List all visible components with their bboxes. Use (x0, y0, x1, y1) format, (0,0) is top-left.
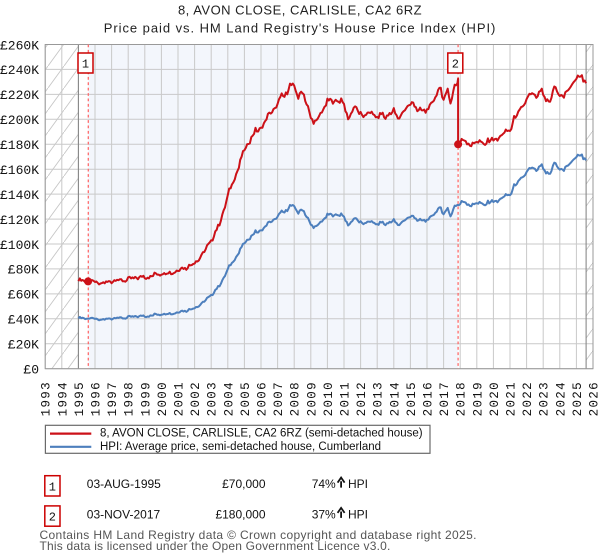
svg-text:2: 2 (452, 58, 459, 72)
svg-text:2021: 2021 (505, 381, 519, 416)
svg-text:£260K: £260K (0, 38, 39, 53)
svg-text:1: 1 (82, 58, 89, 72)
svg-text:8, AVON CLOSE, CARLISLE, CA2 6: 8, AVON CLOSE, CARLISLE, CA2 6RZ (178, 3, 422, 18)
svg-text:2002: 2002 (189, 381, 203, 416)
svg-text:2001: 2001 (173, 381, 187, 416)
svg-text:1998: 1998 (123, 381, 137, 416)
svg-text:This data is licensed under th: This data is licensed under the Open Gov… (40, 539, 391, 553)
svg-text:2025: 2025 (571, 381, 585, 416)
svg-text:£0: £0 (23, 363, 39, 378)
svg-text:74%: 74% (312, 477, 336, 491)
svg-text:1996: 1996 (90, 381, 104, 416)
svg-text:1999: 1999 (139, 381, 153, 416)
svg-text:2004: 2004 (222, 381, 236, 416)
svg-text:2014: 2014 (388, 381, 402, 416)
svg-text:1995: 1995 (73, 381, 87, 416)
svg-text:2019: 2019 (471, 381, 485, 416)
svg-text:Contains HM Land Registry data: Contains HM Land Registry data © Crown c… (40, 528, 477, 542)
svg-text:HPI: Average price, semi-detac: HPI: Average price, semi-detached house,… (100, 441, 381, 453)
svg-text:2013: 2013 (372, 381, 386, 416)
svg-text:1993: 1993 (40, 381, 54, 416)
svg-text:8, AVON CLOSE, CARLISLE, CA2 6: 8, AVON CLOSE, CARLISLE, CA2 6RZ (semi-d… (100, 428, 423, 440)
svg-text:2: 2 (49, 511, 56, 525)
svg-text:£70,000: £70,000 (222, 477, 266, 491)
svg-text:HPI: HPI (348, 477, 368, 491)
svg-text:£120K: £120K (0, 213, 39, 228)
svg-text:2020: 2020 (488, 381, 502, 416)
svg-text:2016: 2016 (422, 381, 436, 416)
svg-text:£220K: £220K (0, 88, 39, 103)
svg-text:2006: 2006 (256, 381, 270, 416)
svg-text:£20K: £20K (8, 338, 39, 353)
svg-text:£140K: £140K (0, 188, 39, 203)
svg-text:03-NOV-2017: 03-NOV-2017 (87, 507, 161, 521)
svg-text:£60K: £60K (8, 288, 39, 303)
svg-text:£40K: £40K (8, 313, 39, 328)
svg-text:37%: 37% (312, 507, 336, 521)
svg-text:03-AUG-1995: 03-AUG-1995 (87, 477, 161, 491)
svg-text:2026: 2026 (588, 381, 600, 416)
svg-text:Price paid vs. HM Land Registr: Price paid vs. HM Land Registry's House … (104, 21, 497, 36)
svg-text:2022: 2022 (521, 381, 535, 416)
svg-text:2007: 2007 (272, 381, 286, 416)
svg-text:£240K: £240K (0, 63, 39, 78)
svg-text:£200K: £200K (0, 113, 39, 128)
svg-text:HPI: HPI (348, 507, 368, 521)
svg-text:2024: 2024 (554, 381, 568, 416)
svg-text:2011: 2011 (339, 381, 353, 416)
svg-text:2010: 2010 (322, 381, 336, 416)
svg-text:2015: 2015 (405, 381, 419, 416)
svg-text:2005: 2005 (239, 381, 253, 416)
svg-text:2012: 2012 (355, 381, 369, 416)
svg-text:2017: 2017 (438, 381, 452, 416)
svg-text:2003: 2003 (206, 381, 220, 416)
svg-text:2000: 2000 (156, 381, 170, 416)
svg-text:£160K: £160K (0, 163, 39, 178)
svg-text:2023: 2023 (538, 381, 552, 416)
svg-text:2018: 2018 (455, 381, 469, 416)
svg-text:1997: 1997 (106, 381, 120, 416)
svg-text:1994: 1994 (56, 381, 70, 416)
svg-text:2008: 2008 (289, 381, 303, 416)
svg-text:1: 1 (49, 480, 56, 494)
svg-text:£180,000: £180,000 (215, 507, 265, 521)
svg-text:2009: 2009 (305, 381, 319, 416)
svg-text:£100K: £100K (0, 238, 39, 253)
svg-text:£180K: £180K (0, 138, 39, 153)
svg-text:£80K: £80K (8, 263, 39, 278)
